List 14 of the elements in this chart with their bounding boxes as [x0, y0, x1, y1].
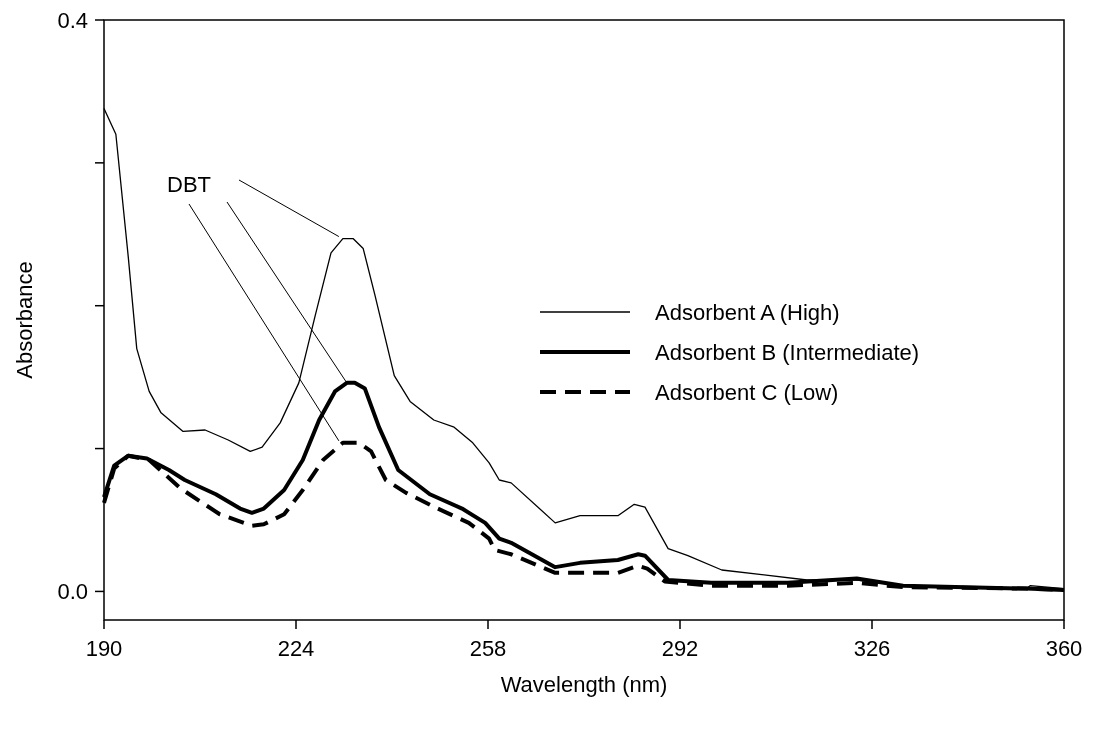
y-axis-title: Absorbance: [12, 261, 37, 379]
legend-label: Adsorbent A (High): [655, 300, 840, 325]
legend-label: Adsorbent B (Intermediate): [655, 340, 920, 365]
legend-label: Adsorbent C (Low): [655, 380, 839, 405]
x-tick-label: 292: [661, 636, 699, 661]
x-tick-label: 360: [1045, 636, 1083, 661]
x-axis-title: Wavelength (nm): [500, 672, 668, 697]
y-tick-label: 0.4: [57, 8, 88, 33]
x-tick-label: 326: [853, 636, 891, 661]
annotation: DBT: [167, 172, 211, 197]
y-tick-label: 0.0: [57, 579, 88, 605]
x-tick-label: 258: [469, 636, 507, 661]
x-tick-label: 224: [277, 636, 315, 661]
x-tick-label: 190: [85, 636, 123, 661]
